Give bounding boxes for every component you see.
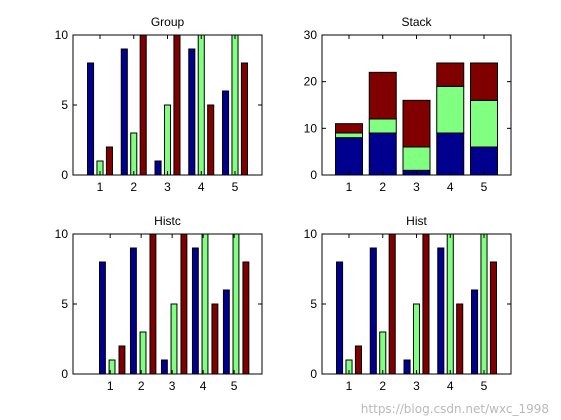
bar-1-series-1 (335, 137, 363, 176)
y-tick-label: 10 (55, 227, 69, 241)
bar-1-series-3 (118, 345, 126, 375)
chart-title: Histc (154, 214, 181, 228)
bar-2-series-3 (139, 34, 147, 176)
bar-3-series-1 (154, 160, 162, 176)
bar-2-series-1 (120, 48, 128, 176)
x-tick-label: 5 (481, 180, 488, 194)
bar-3-series-3 (402, 99, 431, 148)
bar-5-series-1 (222, 90, 230, 176)
bar-5-series-2 (480, 233, 488, 375)
y-tick-label: 10 (304, 227, 318, 241)
x-tick-label: 1 (346, 180, 353, 194)
bar-4-series-2 (446, 233, 454, 375)
x-tick-label: 4 (447, 379, 454, 393)
bar-2-series-2 (368, 118, 397, 134)
bar-4-series-1 (437, 247, 445, 375)
x-tick-label: 3 (169, 379, 176, 393)
bar-2-series-1 (368, 132, 397, 176)
x-tick-label: 3 (164, 180, 171, 194)
bar-1-series-2 (335, 132, 363, 139)
bar-4-series-3 (456, 303, 464, 375)
bar-4-series-2 (436, 85, 465, 134)
x-tick-label: 4 (200, 379, 207, 393)
bar-5-series-1 (471, 289, 479, 375)
bar-3-series-2 (402, 146, 431, 171)
x-tick-label: 1 (107, 379, 114, 393)
bar-4-series-2 (197, 34, 205, 176)
subplot-stacked: 0 10 20 30 1 2 3 4 5 Stack (304, 15, 512, 194)
bar-1-series-1 (98, 261, 106, 375)
bar-2-series-1 (129, 247, 137, 375)
y-tick-label: 5 (310, 297, 317, 311)
chart-title: Stack (401, 15, 432, 29)
bar-3-series-1 (160, 359, 168, 375)
bar-4-series-1 (436, 132, 465, 176)
bar-5-series-2 (470, 99, 498, 148)
bar-4-series-3 (207, 104, 215, 176)
bar-5-series-1 (470, 146, 498, 176)
y-tick-label: 5 (61, 297, 68, 311)
bar-5-series-1 (222, 289, 230, 375)
bar-5-series-2 (232, 233, 240, 375)
bar-1-series-3 (105, 146, 113, 176)
x-tick-label: 2 (379, 379, 386, 393)
x-tick-label: 2 (379, 180, 386, 194)
x-tick-label: 4 (447, 180, 454, 194)
y-tick-label: 30 (304, 28, 318, 42)
bar-2-series-2 (139, 331, 147, 375)
y-tick-label: 0 (310, 367, 317, 381)
bar-4-series-3 (211, 303, 219, 375)
bar-2-series-3 (388, 233, 396, 375)
bar-4-series-2 (201, 233, 209, 375)
bar-3-series-3 (173, 34, 181, 176)
bar-1-series-3 (335, 123, 363, 134)
bar-2-series-2 (379, 331, 387, 375)
x-tick-label: 3 (413, 379, 420, 393)
bar-5-series-3 (489, 261, 497, 375)
subplot-histc: 0 5 10 1 2 3 4 5 Histc (55, 214, 263, 393)
bar-3-series-3 (422, 233, 430, 375)
y-tick-label: 10 (55, 28, 69, 42)
x-tick-label: 4 (198, 180, 205, 194)
x-tick-label: 2 (138, 379, 145, 393)
y-tick-label: 0 (310, 168, 317, 182)
bar-4-series-3 (436, 62, 465, 87)
x-tick-label: 5 (232, 180, 239, 194)
subplot-hist: 0 5 10 1 2 3 4 5 Hist (304, 214, 512, 393)
bar-5-series-2 (231, 34, 239, 176)
x-tick-label: 1 (346, 379, 353, 393)
y-tick-label: 0 (61, 168, 68, 182)
chart-title: Hist (406, 214, 427, 228)
bar-4-series-1 (188, 48, 196, 176)
bar-3-series-1 (403, 359, 411, 375)
y-tick-label: 5 (61, 98, 68, 112)
x-tick-label: 1 (97, 180, 104, 194)
bar-3-series-2 (170, 303, 178, 375)
x-tick-label: 2 (130, 180, 137, 194)
y-tick-label: 20 (304, 75, 318, 89)
bar-5-series-3 (242, 261, 250, 375)
y-tick-label: 0 (61, 367, 68, 381)
bar-3-series-2 (412, 303, 421, 375)
bar-2-series-3 (368, 71, 397, 120)
x-tick-label: 5 (231, 379, 238, 393)
y-tick-label: 10 (304, 121, 318, 135)
chart-title: Group (151, 15, 185, 29)
bar-4-series-1 (191, 247, 199, 375)
bar-2-series-1 (369, 247, 377, 375)
subplot-grouped: 0 5 10 1 2 3 4 5 Group (55, 15, 263, 194)
bar-1-series-1 (87, 62, 95, 176)
bar-3-series-2 (163, 104, 172, 176)
watermark-text: https://blog.csdn.net/wxc_1998 (360, 402, 549, 416)
bar-5-series-3 (240, 62, 248, 176)
bar-2-series-3 (149, 233, 157, 375)
bar-1-series-3 (354, 345, 362, 375)
bar-5-series-3 (470, 62, 498, 101)
bar-2-series-2 (130, 132, 138, 176)
bar-3-series-3 (180, 233, 188, 375)
x-tick-label: 3 (413, 180, 420, 194)
x-tick-label: 5 (481, 379, 488, 393)
bar-1-series-1 (336, 261, 344, 375)
